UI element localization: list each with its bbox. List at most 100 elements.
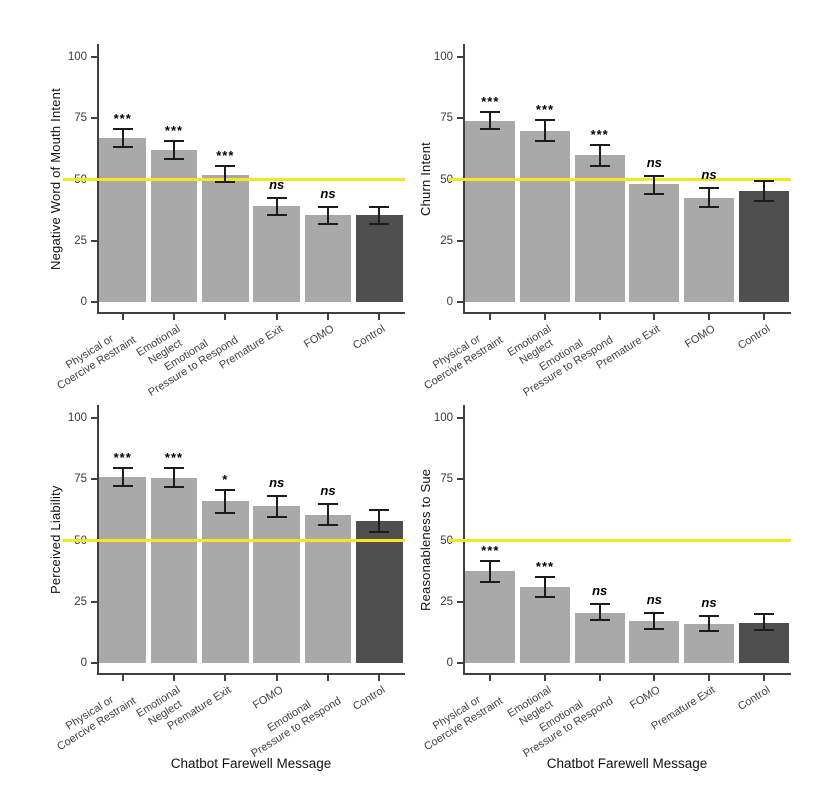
x-tick-label-text: Control: [735, 684, 773, 713]
significance-label: ***: [535, 102, 555, 118]
error-bar: [644, 611, 665, 630]
y-tick-label: 100: [67, 412, 87, 424]
error-bar: [112, 467, 133, 487]
significance-label: ***: [590, 126, 609, 142]
bar: [520, 587, 570, 663]
y-tick-label: 75: [74, 112, 87, 125]
error-bar: [215, 489, 236, 514]
error-bar: [535, 576, 555, 599]
bar: [629, 184, 680, 302]
bar-control: [355, 520, 403, 663]
error-bar-stem: [762, 612, 765, 632]
x-tick: [762, 675, 765, 681]
panel-perceived-liability: Perceived Liability 0255075100***Physica…: [0, 390, 410, 794]
bar: [253, 506, 300, 663]
significance-label: ns: [701, 166, 717, 182]
x-tick: [327, 675, 329, 681]
bar: [304, 514, 352, 663]
error-bar-stem: [653, 611, 656, 630]
x-tick: [544, 314, 546, 320]
x-tick-label-text: Control: [351, 684, 388, 713]
x-tick: [275, 314, 278, 320]
y-tick-label: 25: [440, 595, 453, 608]
y-tick-label: 0: [80, 657, 87, 669]
error-bar-stem: [708, 186, 710, 208]
bar: [253, 206, 300, 302]
y-tick-label: 25: [440, 234, 453, 247]
y-tick-label: 0: [446, 296, 453, 308]
error-bar-stem: [708, 615, 710, 633]
error-bar-stem: [327, 502, 329, 526]
error-bar: [753, 179, 774, 202]
significance-label: ns: [320, 482, 336, 498]
bar: [201, 174, 249, 302]
reference-line-50: [63, 178, 405, 181]
error-bar-stem: [121, 128, 124, 148]
error-bar-stem: [121, 467, 124, 487]
y-tick: [91, 56, 97, 58]
x-tick: [653, 314, 656, 320]
reference-line-50: [449, 539, 791, 542]
error-bar: [699, 186, 719, 208]
significance-label: ns: [701, 595, 717, 611]
error-bar: [753, 612, 774, 632]
x-tick: [275, 675, 278, 681]
y-tick-label: 25: [74, 234, 87, 247]
error-bar-stem: [378, 508, 381, 534]
x-tick: [708, 675, 710, 681]
x-axis-line: [97, 312, 405, 314]
significance-label: ns: [592, 582, 608, 598]
error-bar-stem: [598, 143, 601, 168]
significance-label: ***: [535, 559, 555, 575]
error-bar: [369, 206, 390, 225]
reference-line-50: [449, 178, 791, 181]
x-tick-label-text: Control: [351, 323, 388, 352]
y-tick: [457, 600, 463, 603]
bar: [520, 130, 570, 302]
x-tick-label-text: FOMO: [302, 323, 337, 351]
error-bar-stem: [275, 196, 278, 217]
error-bar-stem: [224, 489, 227, 514]
error-bar-stem: [173, 140, 175, 160]
bar: [201, 501, 249, 663]
error-bar: [266, 196, 287, 217]
x-tick: [653, 675, 656, 681]
error-bar-stem: [544, 576, 546, 599]
x-tick: [173, 314, 175, 320]
error-bar: [699, 615, 719, 633]
panel-negative-word-of-mouth: Negative Word of Mouth Intent 0255075100…: [0, 0, 410, 399]
significance-label: *: [222, 472, 229, 488]
x-tick: [173, 675, 175, 681]
significance-label: ns: [269, 176, 285, 192]
y-tick: [91, 239, 97, 242]
x-tick: [762, 314, 765, 320]
error-bar: [164, 140, 184, 160]
significance-label: ns: [646, 591, 662, 607]
y-tick-label: 0: [80, 296, 87, 308]
y-tick-label: 50: [440, 534, 453, 547]
y-tick-label: 100: [433, 51, 453, 63]
error-bar: [266, 495, 287, 519]
y-tick: [457, 239, 463, 242]
y-tick: [91, 301, 97, 303]
significance-label: ***: [113, 450, 132, 465]
x-axis-line: [97, 673, 405, 675]
y-tick: [457, 56, 463, 58]
bar-control: [738, 190, 789, 302]
x-axis-title: Chatbot Farewell Message: [170, 756, 332, 771]
error-bar-stem: [762, 179, 765, 202]
x-tick-label-text: Control: [735, 323, 773, 352]
x-tick: [598, 314, 601, 320]
bar: [99, 137, 146, 302]
y-tick-label: 0: [446, 657, 453, 669]
y-tick-label: 75: [440, 473, 453, 486]
error-bar-stem: [653, 174, 656, 196]
error-bar: [215, 164, 236, 184]
bar: [304, 215, 352, 302]
error-bar: [318, 206, 338, 225]
x-tick: [327, 314, 329, 320]
significance-label: ***: [481, 543, 500, 559]
